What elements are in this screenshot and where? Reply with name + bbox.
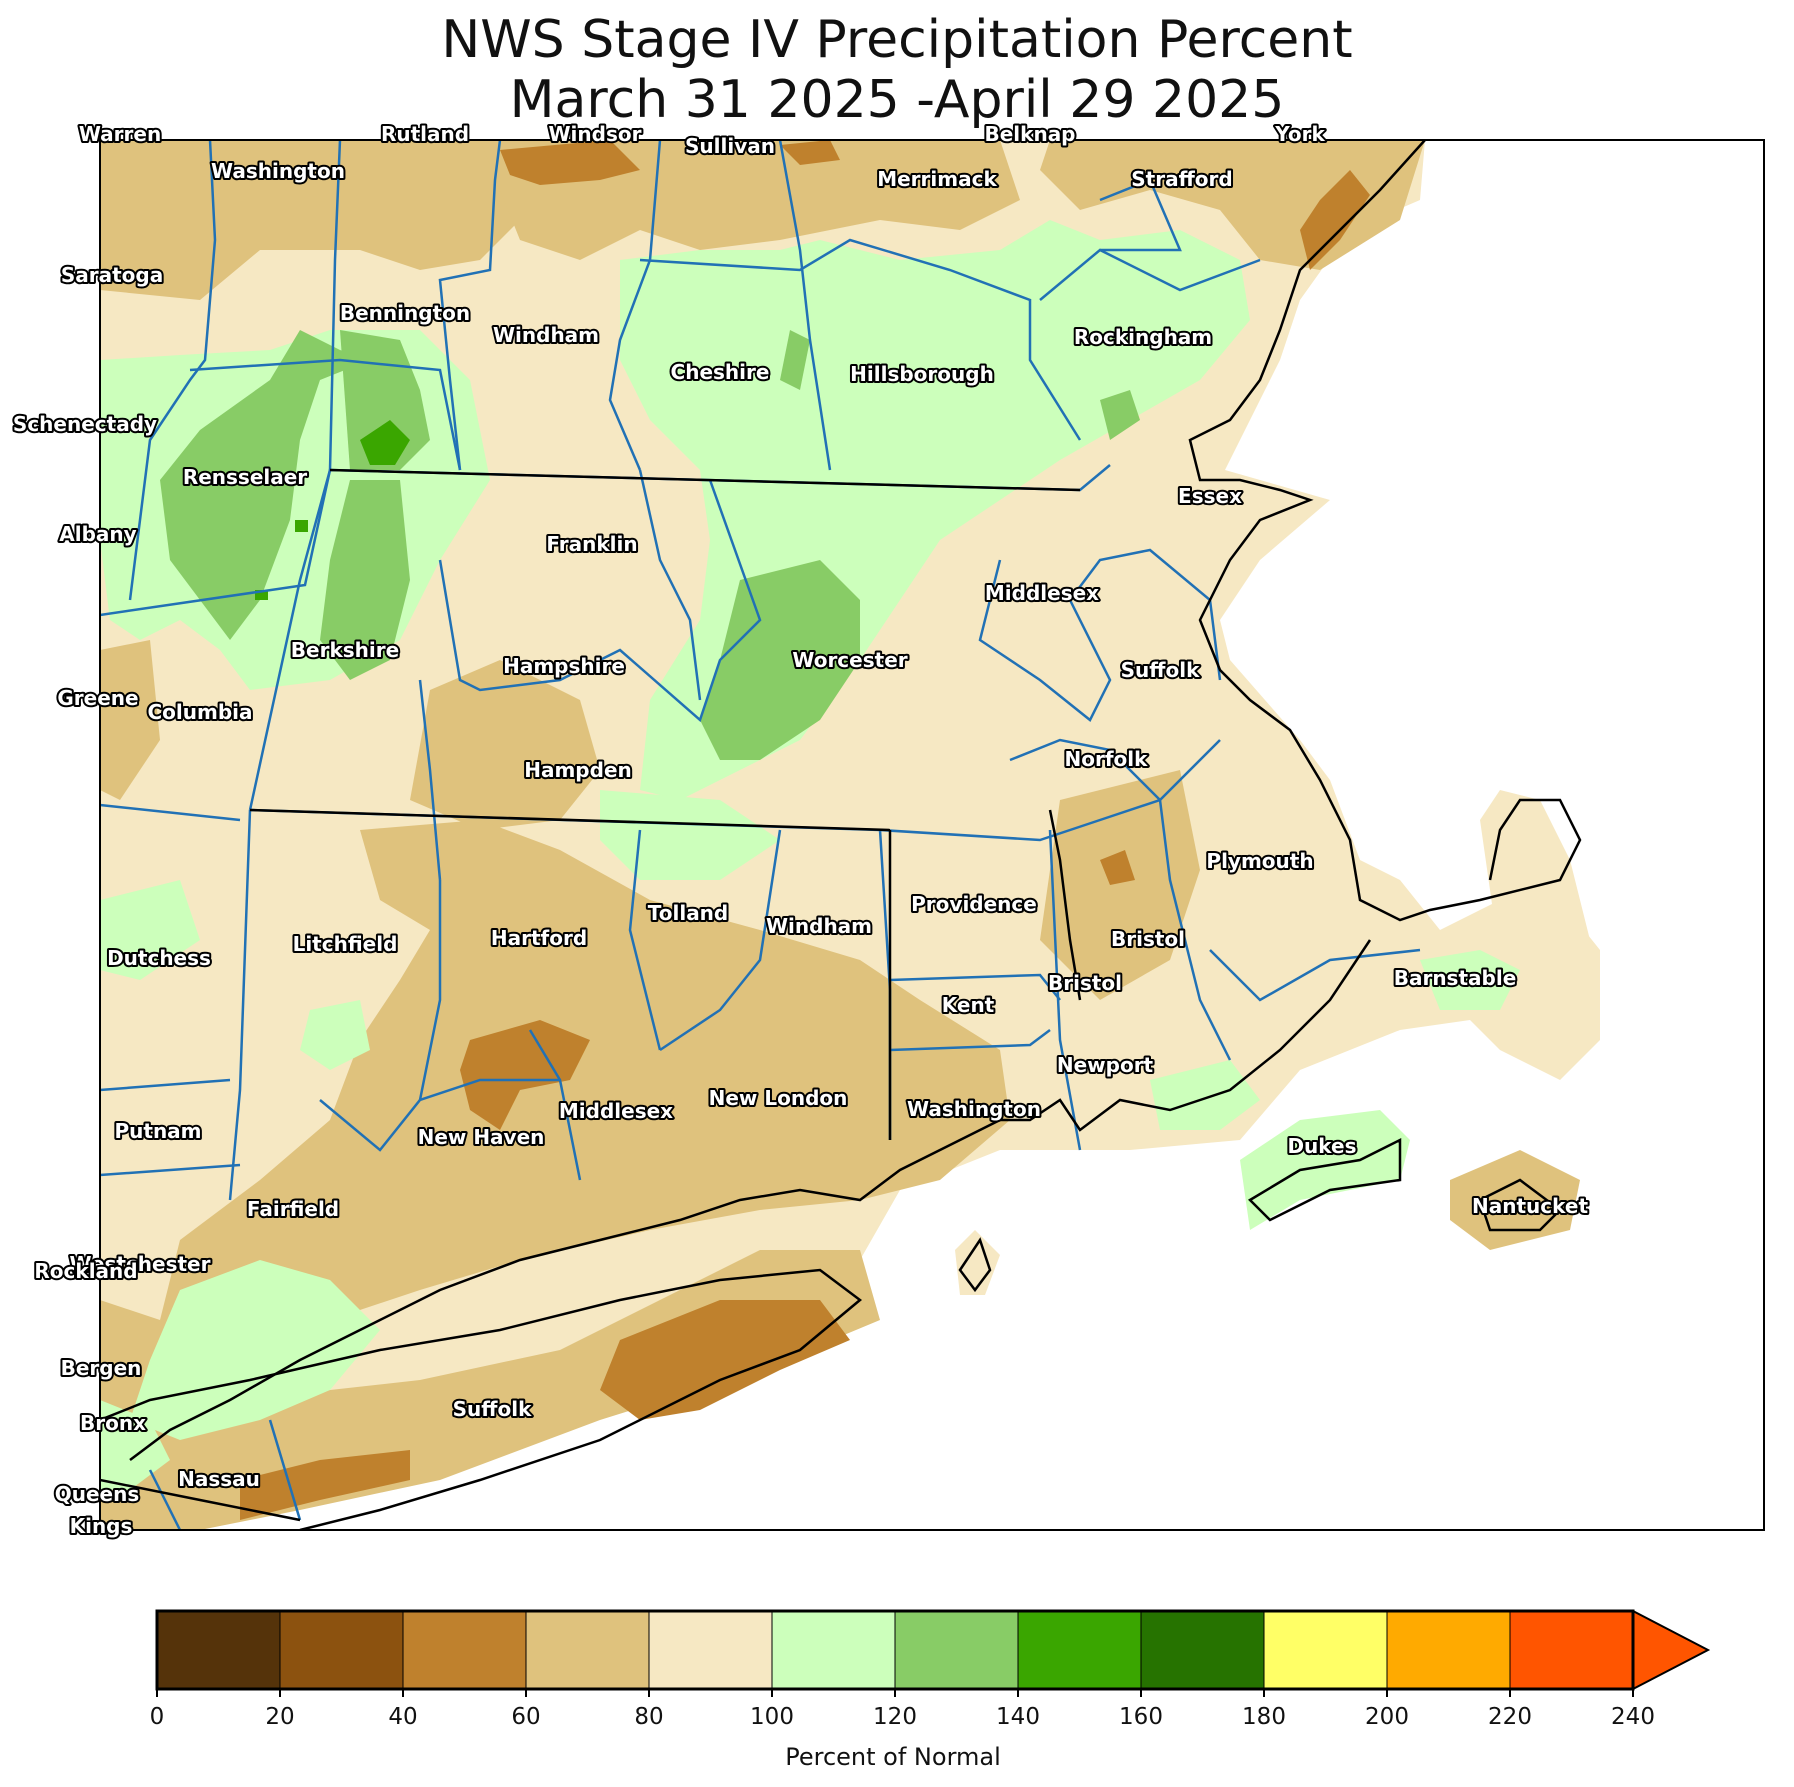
colorbar-swatch <box>156 1610 281 1690</box>
colorbar-swatch <box>1386 1610 1511 1690</box>
colorbar-swatch <box>1263 1610 1388 1690</box>
colorbar-swatch <box>402 1610 527 1690</box>
county-label: Rutland <box>381 122 469 146</box>
county-label: Hampshire <box>503 654 625 678</box>
colorbar-swatch <box>525 1610 650 1690</box>
county-label: Tolland <box>648 901 729 925</box>
colorbar-tick-label: 160 <box>1119 1704 1163 1730</box>
county-label: Westchester <box>70 1252 211 1276</box>
county-label: Saratoga <box>61 263 163 287</box>
colorbar-tick-label: 0 <box>150 1704 165 1730</box>
colorbar-tick-label: 220 <box>1488 1704 1532 1730</box>
county-label: Washington <box>211 159 345 183</box>
county-label: Middlesex <box>559 1099 673 1123</box>
county-label: Windham <box>766 914 872 938</box>
title-line-2: March 31 2025 -April 29 2025 <box>509 70 1285 130</box>
county-label: Hampden <box>524 758 632 782</box>
county-label: New Haven <box>418 1125 545 1149</box>
county-label: Warren <box>79 122 161 146</box>
colorbar-extend-arrow <box>1632 1609 1711 1691</box>
county-label: Rockland <box>34 1259 137 1283</box>
county-label: Nassau <box>178 1467 260 1491</box>
county-label: Berkshire <box>291 638 399 662</box>
county-label: Merrimack <box>877 167 997 191</box>
colorbar-tick-label: 120 <box>873 1704 917 1730</box>
county-label: Rensselaer <box>183 465 307 489</box>
county-label: New London <box>709 1086 848 1110</box>
colorbar: 0 20 40 60 80 100 120 140 160 180 200 220 240 <box>150 1609 1711 1730</box>
colorbar-swatch <box>648 1610 773 1690</box>
county-label: Dukes <box>1287 1134 1356 1158</box>
county-label: Putnam <box>114 1119 201 1143</box>
colorbar-tick-label: 60 <box>511 1704 540 1730</box>
colorbar-swatch <box>1140 1610 1265 1690</box>
county-label: Queens <box>55 1482 140 1506</box>
county-label: Cheshire <box>671 360 770 384</box>
colorbar-swatch <box>279 1610 404 1690</box>
county-label: Barnstable <box>1394 966 1517 990</box>
county-label: Middlesex <box>985 581 1099 605</box>
colorbar-tick-label: 200 <box>1365 1704 1409 1730</box>
cape-base <box>1480 790 1590 1080</box>
county-label: Suffolk <box>453 1397 532 1421</box>
county-label: Rockingham <box>1074 325 1212 349</box>
county-label: Windsor <box>549 122 642 146</box>
map-frame <box>99 139 1765 1531</box>
county-label: Plymouth <box>1206 849 1313 873</box>
county-label: Essex <box>1178 484 1242 508</box>
county-label: Greene <box>57 686 138 710</box>
county-label: Norfolk <box>1065 747 1149 771</box>
county-label: Suffolk <box>1121 658 1200 682</box>
county-label: Bergen <box>61 1356 142 1380</box>
colorbar-tick-label: 140 <box>996 1704 1040 1730</box>
colorbar-tick-label: 180 <box>1242 1704 1286 1730</box>
county-label: Dutchess <box>107 946 211 970</box>
county-label: Hillsborough <box>850 362 994 386</box>
county-label: York <box>1274 122 1325 146</box>
county-label: Bennington <box>340 301 470 325</box>
colorbar-label: Percent of Normal <box>785 1743 1001 1771</box>
county-label: Sullivan <box>685 134 775 158</box>
county-label: Nantucket <box>1472 1194 1588 1218</box>
colorbar-tick-label: 80 <box>634 1704 663 1730</box>
colorbar-tick-label: 100 <box>750 1704 794 1730</box>
county-label: Schenectady <box>13 412 157 436</box>
colorbar-tick-label: 20 <box>265 1704 294 1730</box>
county-label: Columbia <box>147 700 252 724</box>
colorbar-tick-label: 40 <box>388 1704 417 1730</box>
colorbar-swatch <box>771 1610 896 1690</box>
map-title: NWS Stage IV Precipitation Percent March… <box>0 10 1794 130</box>
county-label: Worcester <box>792 648 907 672</box>
county-label: Bronx <box>80 1411 146 1435</box>
county-label: Litchfield <box>293 932 398 956</box>
county-label: Strafford <box>1131 167 1232 191</box>
marthas-vineyard <box>1240 1110 1410 1230</box>
colorbar-tick-label: 240 <box>1611 1704 1655 1730</box>
county-label: Kent <box>942 993 995 1017</box>
county-labels: Warren Rutland Windsor Sullivan Belknap York W… <box>11 120 1591 1540</box>
nantucket <box>1450 1150 1580 1250</box>
county-label: Washington <box>907 1097 1041 1121</box>
county-label: Newport <box>1057 1053 1154 1077</box>
county-label: Bristol <box>1111 927 1185 951</box>
county-label: Providence <box>911 892 1037 916</box>
county-label: Bristol <box>1048 971 1122 995</box>
colorbar-swatch <box>1509 1610 1634 1690</box>
county-label: Albany <box>59 522 136 546</box>
county-label: Franklin <box>546 532 637 556</box>
title-line-1: NWS Stage IV Precipitation Percent <box>441 10 1353 70</box>
precipitation-field <box>100 140 1764 1530</box>
county-label: Hartford <box>491 926 587 950</box>
county-label: Windham <box>493 323 599 347</box>
colorbar-swatch <box>894 1610 1019 1690</box>
colorbar-swatch <box>1017 1610 1142 1690</box>
coastline-state-lines <box>100 140 1582 1530</box>
county-label: Kings <box>70 1514 133 1538</box>
county-label: Belknap <box>984 122 1075 146</box>
county-label: Fairfield <box>247 1197 339 1221</box>
